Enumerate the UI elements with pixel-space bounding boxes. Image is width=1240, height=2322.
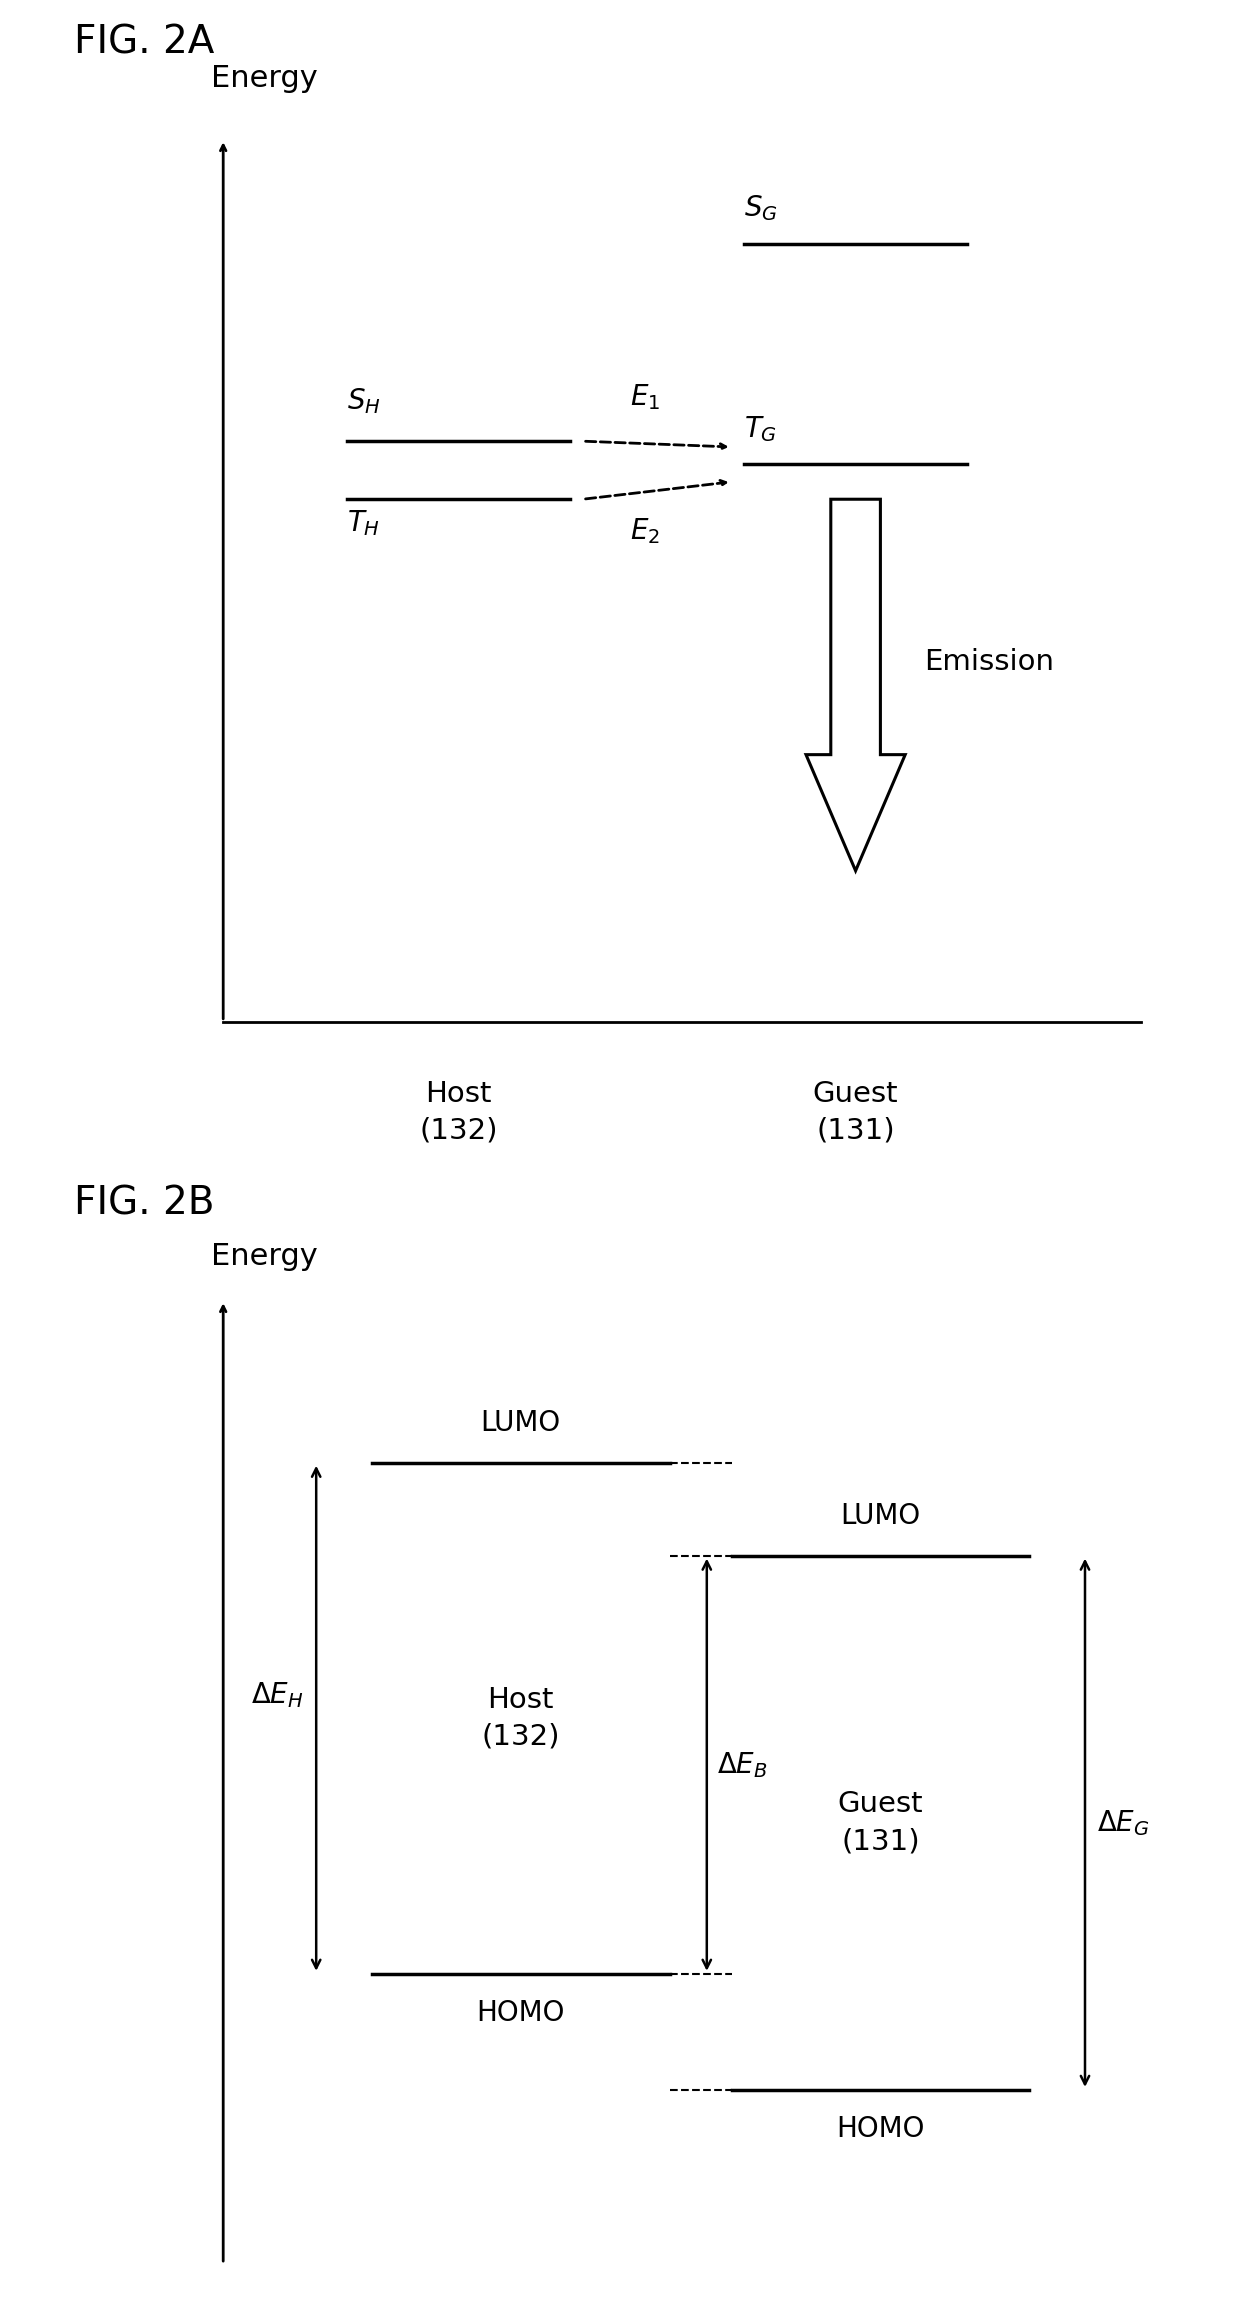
Text: Energy: Energy [211, 65, 317, 93]
Text: Host
(132): Host (132) [481, 1686, 560, 1751]
Text: Energy: Energy [211, 1242, 317, 1272]
Text: $\Delta E_{H}$: $\Delta E_{H}$ [252, 1681, 304, 1709]
Text: $\Delta E_{G}$: $\Delta E_{G}$ [1097, 1809, 1149, 1837]
Text: $E_{1}$: $E_{1}$ [630, 383, 660, 413]
Text: $E_{2}$: $E_{2}$ [630, 518, 660, 546]
Text: HOMO: HOMO [836, 2115, 925, 2143]
Text: $T_{H}$: $T_{H}$ [347, 509, 381, 539]
Text: Host
(132): Host (132) [419, 1080, 498, 1145]
Text: $S_{G}$: $S_{G}$ [744, 193, 777, 223]
Text: HOMO: HOMO [476, 1999, 565, 2027]
Text: LUMO: LUMO [481, 1409, 560, 1437]
Text: Emission: Emission [924, 648, 1054, 676]
Text: FIG. 2A: FIG. 2A [74, 23, 215, 60]
Text: $T_{G}$: $T_{G}$ [744, 413, 777, 444]
Text: Guest
(131): Guest (131) [812, 1080, 899, 1145]
Text: LUMO: LUMO [841, 1502, 920, 1530]
Text: Guest
(131): Guest (131) [837, 1790, 924, 1855]
FancyArrow shape [806, 499, 905, 871]
Text: $\Delta E_{B}$: $\Delta E_{B}$ [717, 1751, 768, 1779]
Text: FIG. 2B: FIG. 2B [74, 1184, 215, 1221]
Text: $S_{H}$: $S_{H}$ [347, 385, 381, 416]
